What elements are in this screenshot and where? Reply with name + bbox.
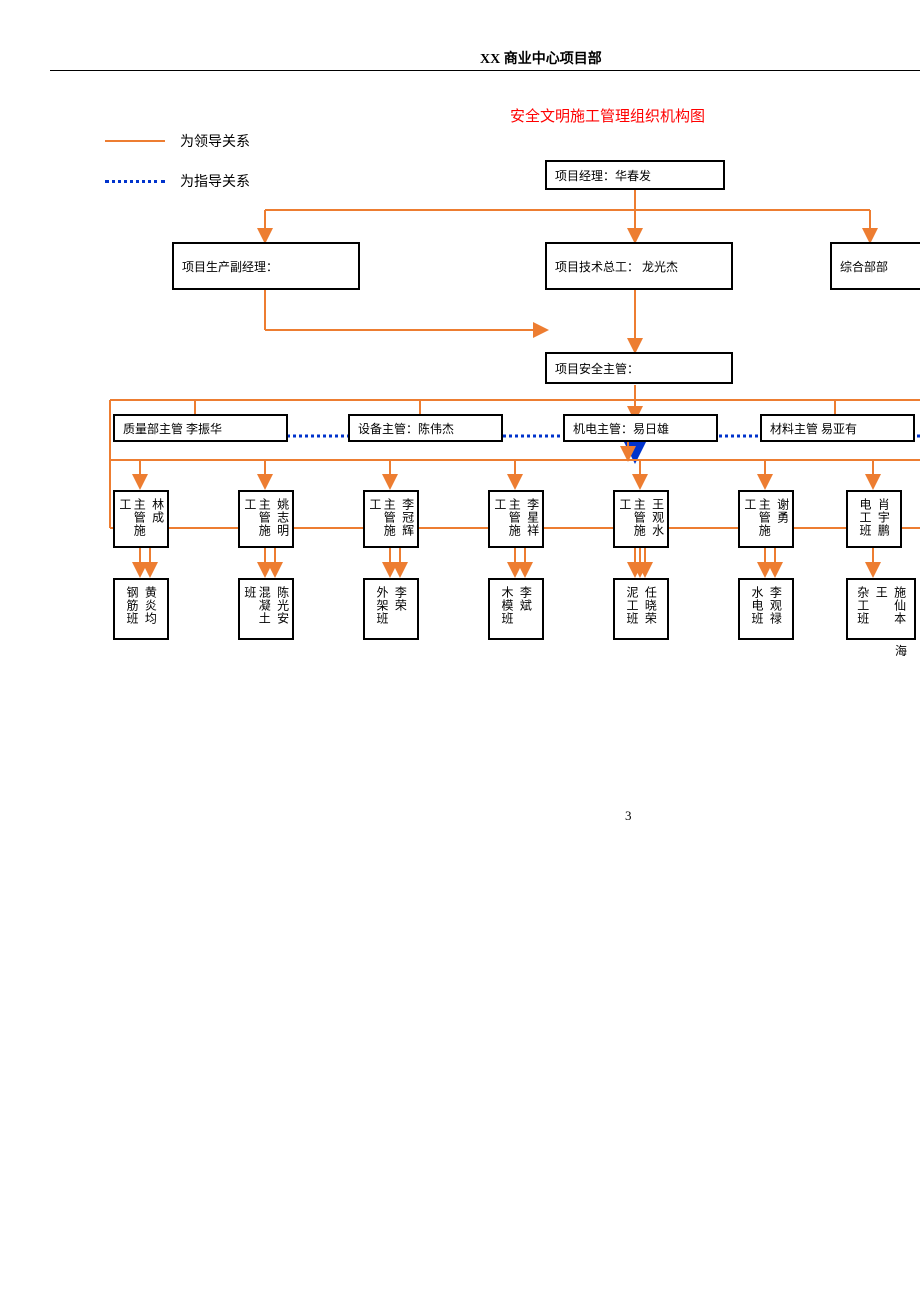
legend-solid-label: 为领导关系 (180, 131, 250, 151)
supervisor-name: 肖宇鹏 (876, 498, 890, 542)
supervisor-name: 李星祥 (525, 498, 539, 542)
material-label: 材料主管 (770, 420, 818, 437)
team-role: 外架班 (375, 586, 389, 634)
page-number: 3 (625, 808, 632, 824)
supervisor-role: 电工班 (858, 498, 872, 542)
page-header: XX 商业中心项目部 (480, 48, 602, 68)
general-label: 综合部部 (840, 258, 888, 275)
team-role: 木模班 (500, 586, 514, 634)
team-name: 李荣 (393, 586, 407, 634)
team-box: 木模班李斌 (488, 578, 544, 640)
supervisor-name: 姚志明 (275, 498, 289, 542)
tech-name: 龙光杰 (642, 258, 678, 275)
supervisor-box: 电工班肖宇鹏 (846, 490, 902, 548)
legend-solid-line (105, 140, 165, 142)
chart-title: 安全文明施工管理组织机构图 (510, 105, 705, 126)
node-quality: 质量部主管 李振华 (113, 414, 288, 442)
team-role: 杂工班 (855, 586, 869, 634)
supervisor-role: 主管施工 (117, 498, 146, 542)
pm-label: 项目经理： (555, 167, 615, 184)
team-role: 混凝土班 (242, 586, 271, 634)
safety-label: 项目安全主管： (555, 360, 639, 377)
node-general: 综合部部 (830, 242, 920, 290)
node-deputy: 项目生产副经理： (172, 242, 360, 290)
supervisor-box: 主管施工王观水 (613, 490, 669, 548)
team-box: 水电班李观禄 (738, 578, 794, 640)
team-role: 泥工班 (625, 586, 639, 634)
extra-name: 海 (895, 642, 907, 659)
team-name2: 施仙本 (892, 586, 906, 634)
supervisor-box: 主管施工李冠辉 (363, 490, 419, 548)
node-equip: 设备主管： 陈伟杰 (348, 414, 503, 442)
team-name: 任晓荣 (643, 586, 657, 634)
mech-label: 机电主管： (573, 420, 633, 437)
team-box: 泥工班任晓荣 (613, 578, 669, 640)
supervisor-role: 主管施工 (742, 498, 771, 542)
supervisor-name: 林成 (150, 498, 164, 542)
quality-name: 李振华 (186, 420, 222, 437)
supervisor-name: 王观水 (650, 498, 664, 542)
team-box: 外架班李荣 (363, 578, 419, 640)
pm-name: 华春发 (615, 167, 651, 184)
deputy-label: 项目生产副经理： (182, 258, 278, 275)
team-name: 黄炎均 (143, 586, 157, 634)
supervisor-role: 主管施工 (367, 498, 396, 542)
header-rule (50, 70, 920, 71)
team-role: 水电班 (750, 586, 764, 634)
equip-label: 设备主管： (358, 420, 418, 437)
supervisor-box: 主管施工谢勇 (738, 490, 794, 548)
node-mech: 机电主管： 易日雄 (563, 414, 718, 442)
team-box: 钢筋班黄炎均 (113, 578, 169, 640)
node-material: 材料主管 易亚有 (760, 414, 915, 442)
team-name: 李观禄 (768, 586, 782, 634)
material-name: 易亚有 (821, 420, 857, 437)
supervisor-box: 主管施工姚志明 (238, 490, 294, 548)
tech-label: 项目技术总工： (555, 258, 639, 275)
node-pm: 项目经理： 华春发 (545, 160, 725, 190)
mech-name: 易日雄 (633, 420, 669, 437)
legend-dotted-label: 为指导关系 (180, 171, 250, 191)
supervisor-box: 主管施工李星祥 (488, 490, 544, 548)
team-name: 陈光安 (275, 586, 289, 634)
supervisor-role: 主管施工 (617, 498, 646, 542)
node-safety: 项目安全主管： (545, 352, 733, 384)
supervisor-role: 主管施工 (242, 498, 271, 542)
node-tech: 项目技术总工： 龙光杰 (545, 242, 733, 290)
supervisor-box: 主管施工林成 (113, 490, 169, 548)
team-box: 混凝土班陈光安 (238, 578, 294, 640)
team-role: 钢筋班 (125, 586, 139, 634)
supervisor-role: 主管施工 (492, 498, 521, 542)
supervisor-name: 谢勇 (775, 498, 789, 542)
quality-label: 质量部主管 (123, 420, 183, 437)
equip-name: 陈伟杰 (418, 420, 454, 437)
legend-dotted-line (105, 180, 165, 183)
team-name: 王 (874, 586, 888, 634)
supervisor-name: 李冠辉 (400, 498, 414, 542)
team-name: 李斌 (518, 586, 532, 634)
team-box: 杂工班王施仙本 (846, 578, 916, 640)
